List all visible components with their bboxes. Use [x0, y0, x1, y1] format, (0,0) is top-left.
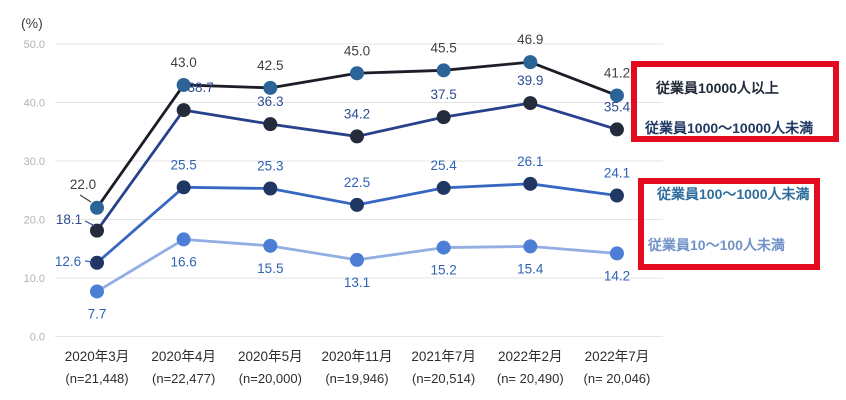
data-label: 18.1 [56, 212, 82, 227]
x-category-label: 2020年5月 [238, 349, 303, 364]
data-label: 13.1 [344, 275, 370, 290]
x-category-sublabel: (n= 20,490) [497, 371, 564, 386]
series-3-point [176, 232, 191, 247]
data-label: 36.3 [257, 94, 283, 109]
data-label: 12.6 [55, 254, 81, 269]
data-label: 15.2 [430, 263, 456, 278]
data-label: 24.1 [604, 166, 630, 181]
series-1-point [436, 110, 451, 125]
y-tick-label: 40.0 [24, 98, 45, 110]
data-label-leader [79, 194, 92, 203]
y-tick-label: 50.0 [24, 39, 45, 51]
series-2-point [609, 188, 624, 203]
data-label: 38.7 [188, 80, 214, 95]
data-label: 15.4 [517, 261, 544, 276]
data-label-leader [84, 220, 96, 227]
data-label: 34.2 [344, 106, 370, 121]
data-label: 26.1 [517, 154, 543, 169]
series-2-point [176, 180, 191, 195]
x-category-label: 2022年2月 [498, 349, 563, 364]
series-1-point [349, 129, 364, 144]
x-category-sublabel: (n=20,000) [239, 371, 302, 386]
series-1-point [523, 96, 538, 111]
data-label: 25.3 [257, 158, 283, 173]
x-category-sublabel: (n=22,477) [152, 371, 215, 386]
series-2-point [90, 255, 104, 270]
y-axis-unit-label: (%) [21, 15, 43, 31]
x-category-label: 2020年4月 [151, 349, 216, 364]
series-0-point [90, 200, 104, 215]
data-label: 16.6 [171, 254, 197, 269]
x-category-label: 2022年7月 [585, 349, 650, 364]
x-category-sublabel: (n=19,946) [325, 371, 388, 386]
data-label: 35.4 [604, 99, 631, 114]
data-label: 22.5 [344, 175, 370, 190]
series-0-point [609, 88, 624, 103]
y-tick-label: 20.0 [24, 215, 45, 227]
series-0-point [523, 55, 538, 70]
series-2-point [263, 181, 278, 196]
data-label: 25.5 [171, 157, 197, 172]
data-label: 37.5 [430, 87, 456, 102]
x-category-sublabel: (n= 20,046) [584, 371, 651, 386]
data-label: 46.9 [517, 32, 543, 47]
series-1-point [90, 223, 104, 238]
series-2-point [436, 180, 451, 195]
data-label: 7.7 [88, 306, 107, 321]
data-label: 45.0 [344, 43, 370, 58]
data-label: 25.4 [430, 158, 457, 173]
series-1-point [609, 122, 624, 137]
data-label: 22.0 [70, 177, 96, 192]
x-category-sublabel: (n=20,514) [412, 371, 475, 386]
x-category-label: 2021年7月 [411, 349, 476, 364]
data-label: 39.9 [517, 73, 543, 88]
series-0-point [436, 63, 451, 78]
series-3-point [90, 284, 104, 299]
series-0-point [263, 80, 278, 95]
series-0-point [349, 66, 364, 81]
series-3-point [523, 239, 538, 254]
y-tick-label: 30.0 [24, 156, 45, 168]
data-label: 15.5 [257, 261, 283, 276]
data-label: 43.0 [171, 55, 197, 70]
x-category-label: 2020年11月 [321, 349, 392, 364]
series-3-point [436, 240, 451, 255]
data-label: 14.2 [604, 268, 630, 283]
series-2-point [349, 197, 364, 212]
y-tick-label: 0.0 [30, 332, 45, 344]
data-label: 42.5 [257, 58, 283, 73]
x-category-sublabel: (n=21,448) [65, 371, 128, 386]
x-category-label: 2020年3月 [65, 349, 130, 364]
series-2-line [95, 182, 619, 265]
series-3-point [609, 246, 624, 261]
series-1-point [176, 103, 191, 118]
data-label-leader [84, 260, 93, 263]
series-3-point [349, 252, 364, 267]
data-label: 41.2 [604, 65, 630, 80]
series-2-point [523, 176, 538, 191]
y-tick-label: 10.0 [24, 273, 45, 285]
series-3-point [263, 238, 278, 253]
data-label: 45.5 [430, 40, 456, 55]
series-1-point [263, 117, 278, 132]
series-0-point [176, 77, 191, 92]
